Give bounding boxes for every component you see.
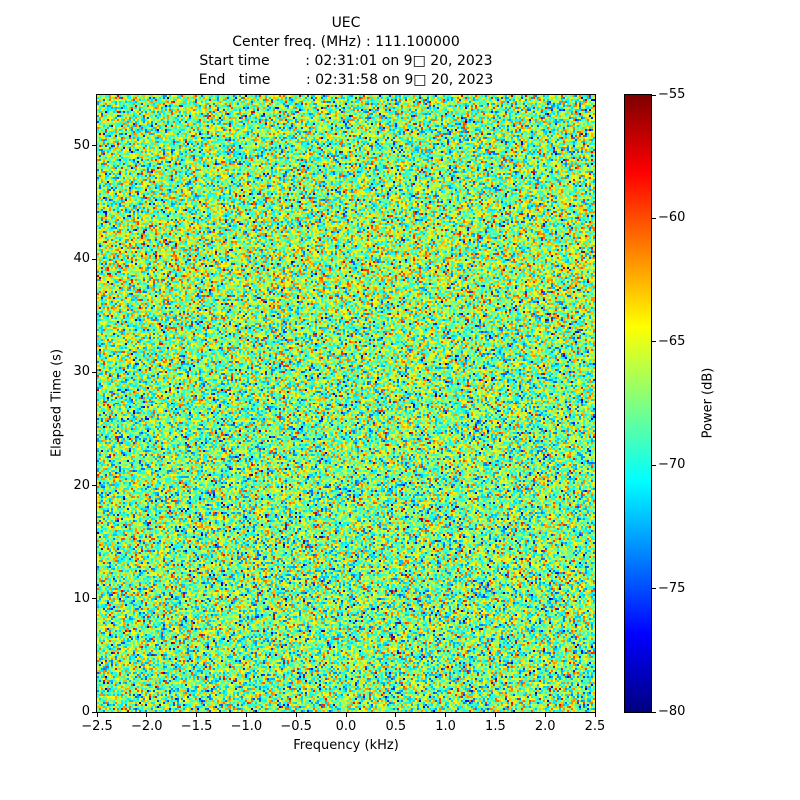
y-tick-mark (92, 371, 96, 373)
x-tick-mark (96, 713, 98, 717)
y-tick-label: 0 (81, 704, 90, 719)
colorbar-tick-mark (652, 341, 656, 343)
colorbar-tick-mark (652, 588, 656, 590)
x-tick-mark (544, 713, 546, 717)
y-tick-mark (92, 711, 96, 713)
x-tick-label: −1.5 (180, 719, 213, 734)
x-tick-label: −0.5 (280, 719, 312, 734)
x-axis-label: Frequency (kHz) (293, 738, 399, 753)
y-tick-label: 50 (73, 137, 90, 153)
y-tick-mark (92, 145, 96, 147)
colorbar-tick-label: −80 (658, 704, 686, 719)
chart-title: UEC (331, 15, 361, 31)
heatmap-plot-area (96, 94, 596, 713)
end-time-line: End time : 02:31:58 on 9□ 20, 2023 (198, 72, 494, 88)
colorbar (624, 94, 652, 713)
x-tick-label: 2.5 (584, 719, 606, 734)
center-freq-line: Center freq. (MHz) : 111.100000 (232, 34, 460, 50)
colorbar-tick-mark (652, 217, 656, 219)
x-tick-label: −1.0 (230, 719, 263, 734)
y-tick-label: 40 (73, 251, 90, 267)
colorbar-tick-label: −70 (658, 457, 686, 473)
colorbar-tick-mark (652, 94, 656, 96)
x-tick-label: 1.5 (485, 719, 506, 734)
y-tick-label: 20 (73, 477, 90, 493)
x-tick-mark (295, 713, 297, 717)
x-tick-mark (594, 713, 596, 717)
y-tick-label: 30 (73, 364, 90, 380)
x-tick-mark (494, 713, 496, 717)
colorbar-tick-label: −65 (658, 333, 686, 349)
x-tick-mark (445, 713, 447, 717)
colorbar-tick-mark (652, 464, 656, 466)
colorbar-label: Power (dB) (700, 367, 716, 439)
colorbar-tick-mark (652, 711, 656, 713)
x-tick-label: 1.0 (435, 719, 456, 734)
x-tick-mark (245, 713, 247, 717)
x-tick-mark (146, 713, 148, 717)
heatmap-canvas (97, 95, 595, 712)
start-time-line: Start time : 02:31:01 on 9□ 20, 2023 (199, 53, 493, 69)
x-tick-label: −2.0 (131, 719, 163, 734)
x-tick-label: −2.5 (81, 719, 113, 734)
colorbar-tick-label: −75 (658, 580, 686, 596)
colorbar-tick-label: −55 (658, 87, 686, 102)
x-tick-mark (395, 713, 397, 717)
x-tick-label: 0.0 (335, 719, 357, 734)
y-tick-mark (92, 258, 96, 260)
y-tick-mark (92, 598, 96, 600)
y-tick-mark (92, 485, 96, 487)
x-tick-label: 0.5 (385, 719, 407, 734)
colorbar-canvas (625, 95, 651, 712)
x-tick-label: 2.0 (534, 719, 556, 734)
y-tick-label: 10 (73, 590, 90, 606)
x-tick-mark (196, 713, 198, 717)
x-tick-mark (345, 713, 347, 717)
colorbar-tick-label: −60 (658, 210, 686, 226)
figure-title-block: UEC Center freq. (MHz) : 111.100000 Star… (97, 14, 595, 90)
